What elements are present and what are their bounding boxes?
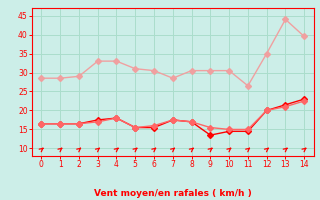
X-axis label: Vent moyen/en rafales ( km/h ): Vent moyen/en rafales ( km/h )	[94, 189, 252, 198]
